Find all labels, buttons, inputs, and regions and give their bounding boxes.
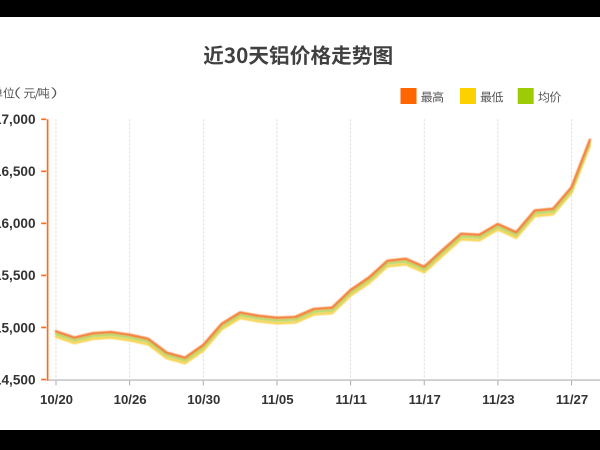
svg-text:11/17: 11/17 xyxy=(409,392,441,407)
svg-text:15,500: 15,500 xyxy=(0,268,36,283)
svg-text:16,500: 16,500 xyxy=(0,164,36,179)
svg-text:10/20: 10/20 xyxy=(40,392,73,407)
svg-text:11/23: 11/23 xyxy=(482,392,514,407)
svg-text:14,500: 14,500 xyxy=(0,372,36,387)
svg-text:11/05: 11/05 xyxy=(261,392,293,407)
svg-text:10/26: 10/26 xyxy=(114,392,147,407)
svg-text:10/30: 10/30 xyxy=(187,392,220,407)
svg-text:11/11: 11/11 xyxy=(335,392,367,407)
svg-text:11/27: 11/27 xyxy=(556,392,588,407)
svg-text:16,000: 16,000 xyxy=(0,216,36,231)
svg-text:17,000: 17,000 xyxy=(0,112,36,127)
svg-text:15,000: 15,000 xyxy=(0,320,36,335)
